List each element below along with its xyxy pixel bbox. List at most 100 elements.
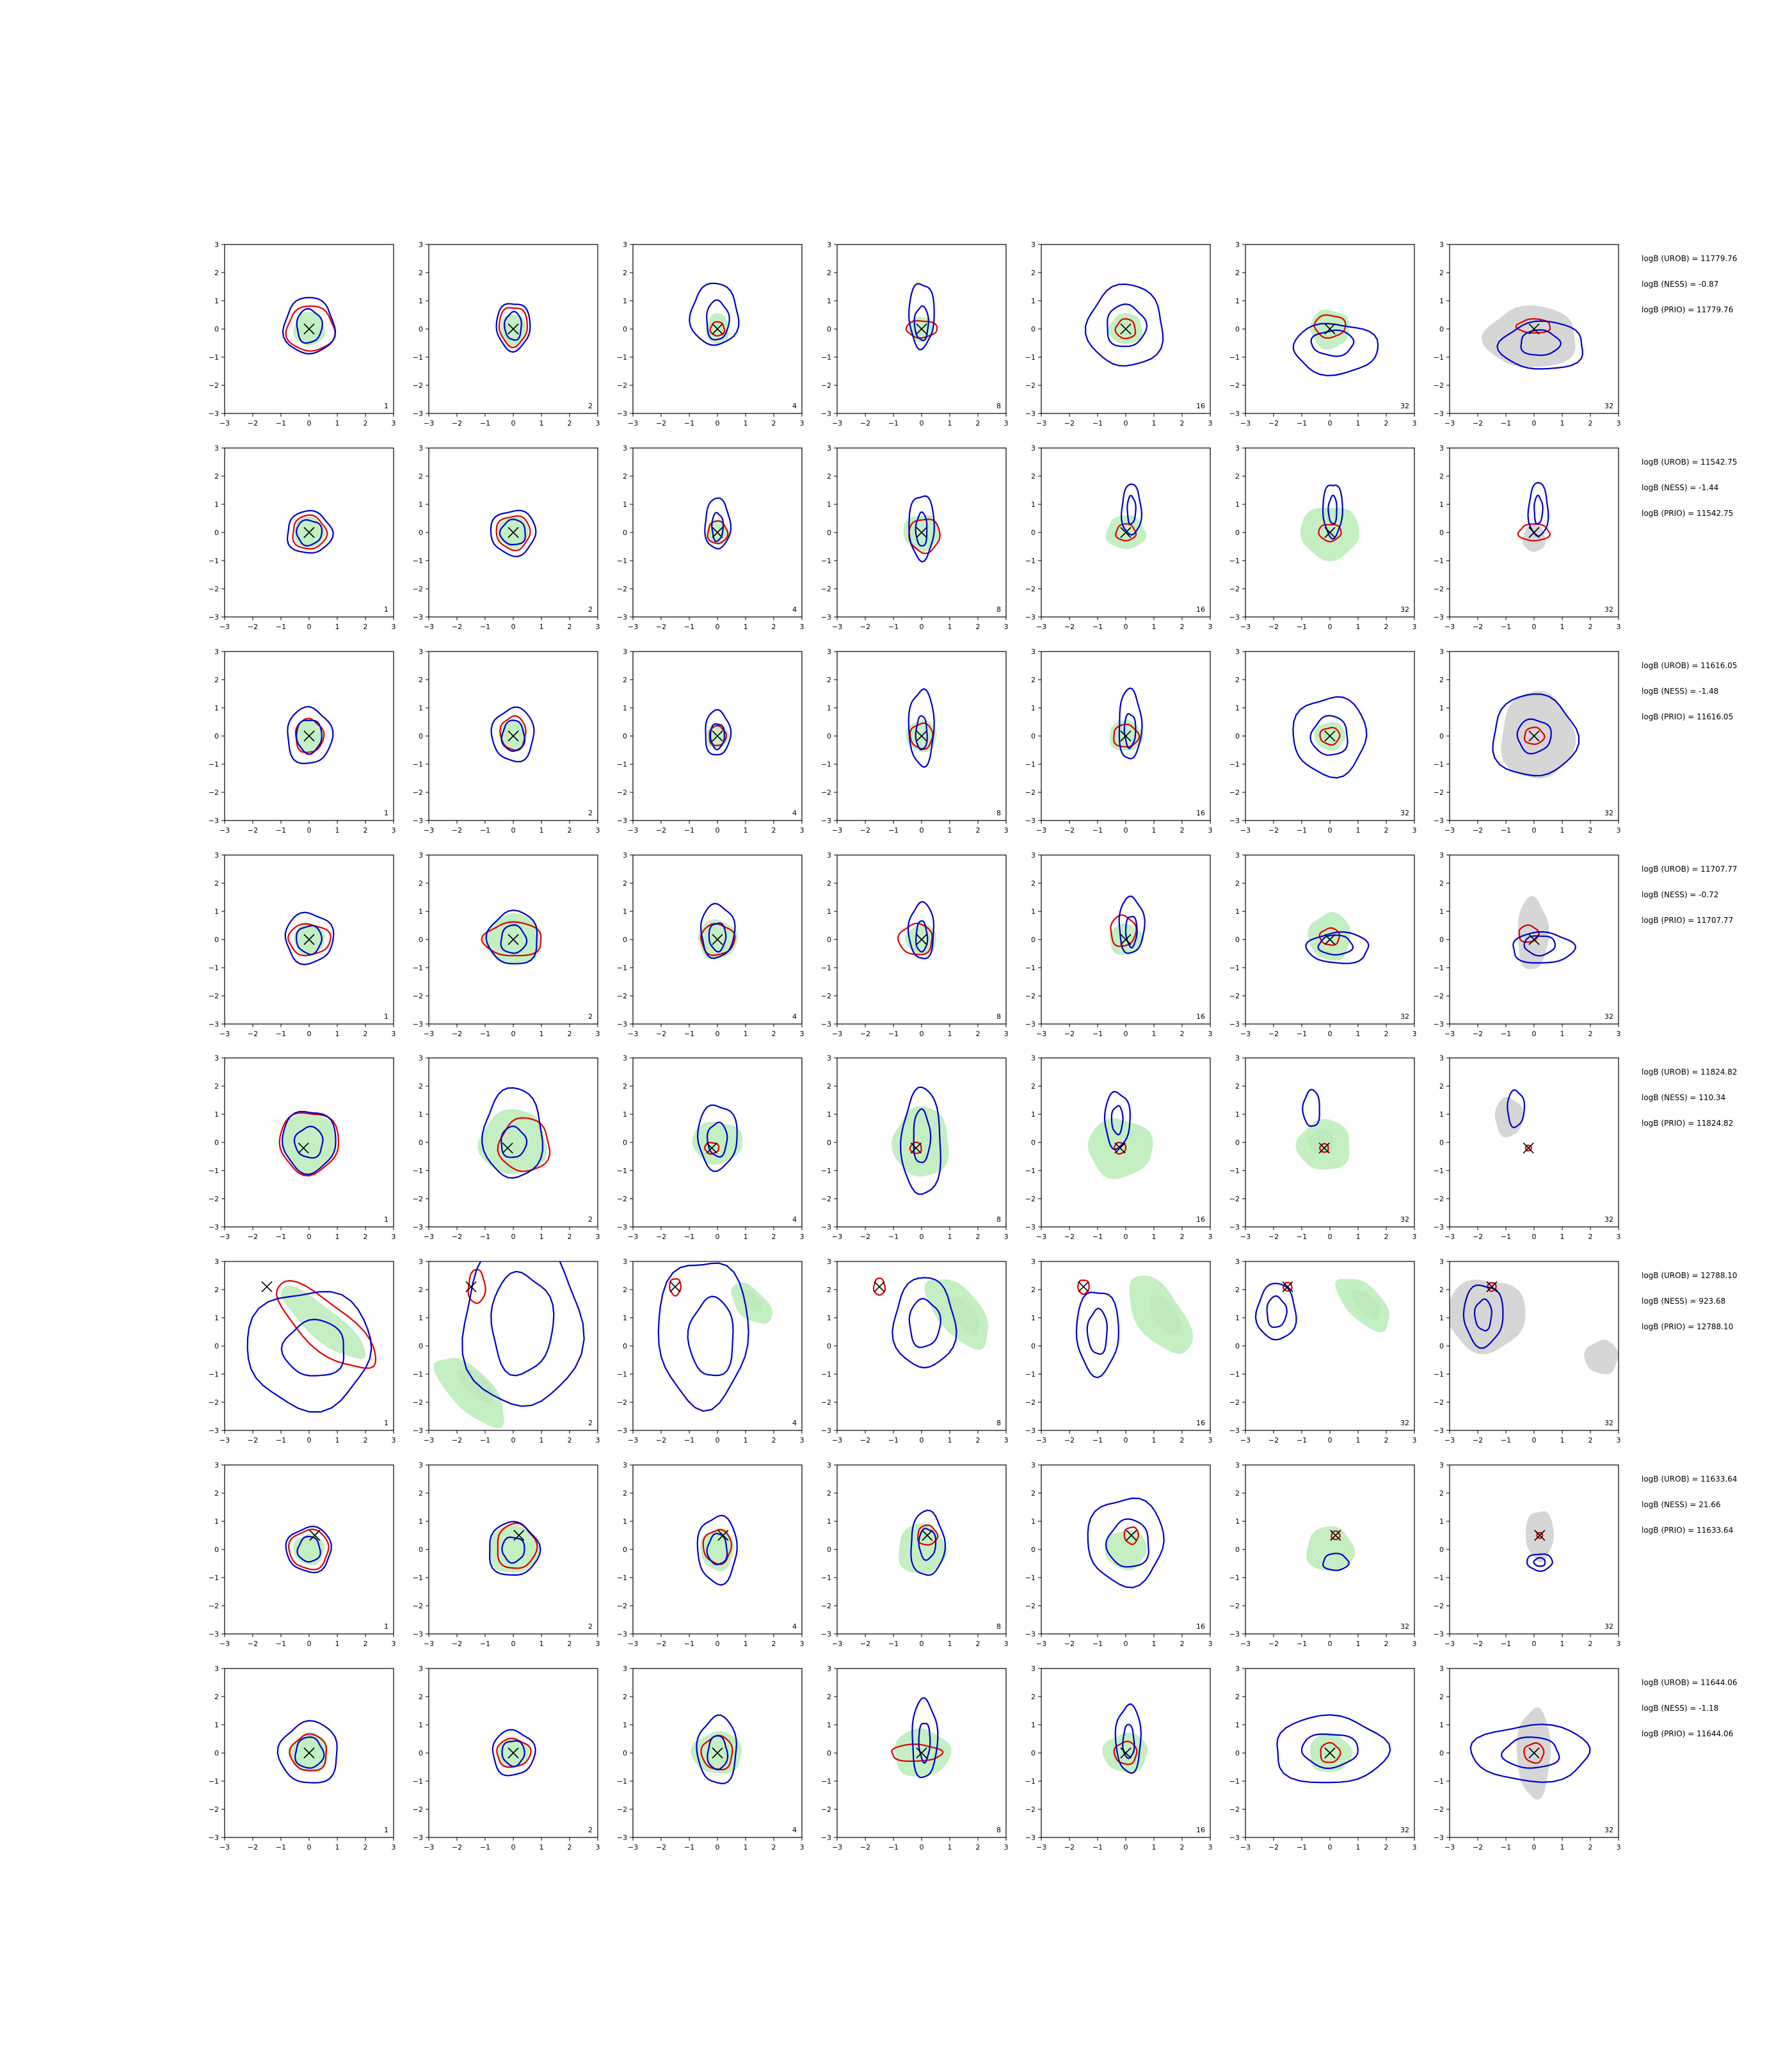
y-tick-label: 1 [1235,500,1240,509]
y-tick-label: 0 [1439,1546,1444,1554]
x-tick-label: 0 [1124,1030,1128,1038]
x-tick-label: 2 [1180,1843,1185,1852]
blue-contour [1118,687,1143,760]
red-contour [669,1278,682,1297]
x-tick-label: 1 [744,1436,748,1444]
y-tick-label: 0 [827,1342,831,1350]
true-value-marker [465,1281,477,1293]
panel-number-label: 2 [588,1215,593,1224]
y-tick-label: 2 [827,1489,831,1498]
red-contour [909,1141,922,1155]
y-tick-label: −2 [209,992,219,1000]
y-tick-label: 3 [1439,1461,1444,1469]
red-contour [1523,1742,1545,1764]
y-tick-label: 1 [1031,297,1036,305]
logb-annotation: logB (PRIO) = 11644.06 [1642,1729,1733,1738]
x-tick-label: 2 [568,1030,572,1038]
x-tick-label: −3 [1240,1233,1251,1241]
x-tick-label: 2 [1384,1640,1389,1648]
true-value-marker [1523,1142,1534,1154]
y-tick-label: −1 [617,557,627,565]
x-tick-label: 1 [1152,1233,1156,1241]
x-tick-label: 3 [1004,826,1009,835]
y-tick-label: −3 [821,1427,831,1435]
logb-annotation: logB (UROB) = 11824.82 [1642,1068,1737,1076]
x-tick-label: 1 [948,1233,952,1241]
y-tick-label: 1 [1031,908,1036,916]
green-contour [1300,508,1360,562]
x-tick-label: −3 [1444,623,1455,631]
x-tick-label: −1 [480,419,490,428]
x-tick-label: 1 [744,419,748,428]
y-tick-label: 3 [1439,851,1444,860]
x-tick-label: 3 [800,419,804,428]
x-tick-label: 2 [1180,826,1185,835]
x-tick-label: 0 [1124,1640,1128,1648]
blue-contour [689,282,740,346]
logb-annotation: logB (NESS) = -1.48 [1642,687,1718,696]
x-tick-label: 0 [307,623,312,631]
x-tick-label: 0 [1124,1233,1128,1241]
x-tick-label: 1 [335,826,340,835]
x-tick-label: −3 [1444,1030,1455,1038]
y-tick-label: 2 [1439,1286,1444,1294]
true-value-marker [910,1142,922,1154]
y-tick-label: −1 [821,760,831,769]
panel-r2-c1: −3−3 −2 −2 −1 −1 0 0 1 1 2 2 3 3 1 [209,444,396,631]
blue-contour [706,1121,728,1158]
y-tick-label: −3 [1434,1223,1444,1231]
y-tick-label: −1 [617,1167,627,1175]
panel-r1-c6: −3−3 −2 −2 −1 −1 0 0 1 1 2 2 3 3 32 [1229,241,1417,428]
blue-contour [500,719,526,752]
x-tick-label: −2 [656,826,666,835]
logb-annotation: logB (UROB) = 11779.76 [1642,254,1737,263]
x-tick-label: 2 [1384,1030,1389,1038]
y-tick-label: 1 [214,1721,219,1729]
y-tick-label: −3 [1229,1630,1240,1638]
panel-r8-c3: −3−3 −2 −2 −1 −1 0 0 1 1 2 2 3 3 4 [617,1665,804,1852]
x-tick-label: −2 [1473,1030,1483,1038]
red-contour [700,1734,733,1771]
y-tick-label: −2 [413,1805,423,1814]
panel-plot-area [905,283,938,351]
y-tick-label: 1 [1235,297,1240,305]
x-tick-label: −2 [248,1843,258,1852]
true-value-marker [916,527,927,538]
red-contour [702,1528,732,1565]
true-value-marker [1282,1281,1293,1293]
x-tick-label: 2 [568,1436,572,1444]
blue-contour [915,920,929,953]
y-tick-label: 0 [1439,1342,1444,1350]
y-tick-label: 3 [214,1054,219,1062]
red-contour [909,722,934,750]
panel-plot-area [477,1087,550,1179]
x-tick-label: 2 [364,623,368,631]
x-tick-label: 3 [596,1233,600,1241]
blue-contour [711,511,724,543]
y-tick-label: 3 [1031,1054,1036,1062]
red-contour [1536,1532,1544,1539]
blue-contour [707,1735,729,1771]
panel-number-label: 1 [384,605,388,614]
x-tick-label: 2 [976,419,980,428]
red-contour [275,1279,377,1369]
y-tick-label: −2 [821,788,831,797]
y-tick-label: 1 [623,704,627,712]
y-tick-label: 1 [1235,908,1240,916]
panel-number-label: 1 [384,402,388,410]
y-tick-label: 2 [1439,1489,1444,1498]
x-tick-label: 0 [920,419,924,428]
y-tick-label: 0 [827,529,831,537]
y-tick-label: −1 [413,760,423,769]
y-tick-label: −1 [617,964,627,972]
y-tick-label: 3 [827,648,831,656]
x-tick-label: −1 [276,1233,286,1241]
x-tick-label: −1 [888,1233,899,1241]
panel-number-label: 32 [1400,605,1409,614]
y-tick-label: −1 [1025,1574,1036,1582]
y-tick-label: −2 [821,381,831,390]
panel-r7-c2: −3−3 −2 −2 −1 −1 0 0 1 1 2 2 3 3 2 [413,1461,600,1648]
y-tick-label: 2 [827,1286,831,1294]
red-contour [709,321,726,337]
blue-contour [287,706,334,765]
